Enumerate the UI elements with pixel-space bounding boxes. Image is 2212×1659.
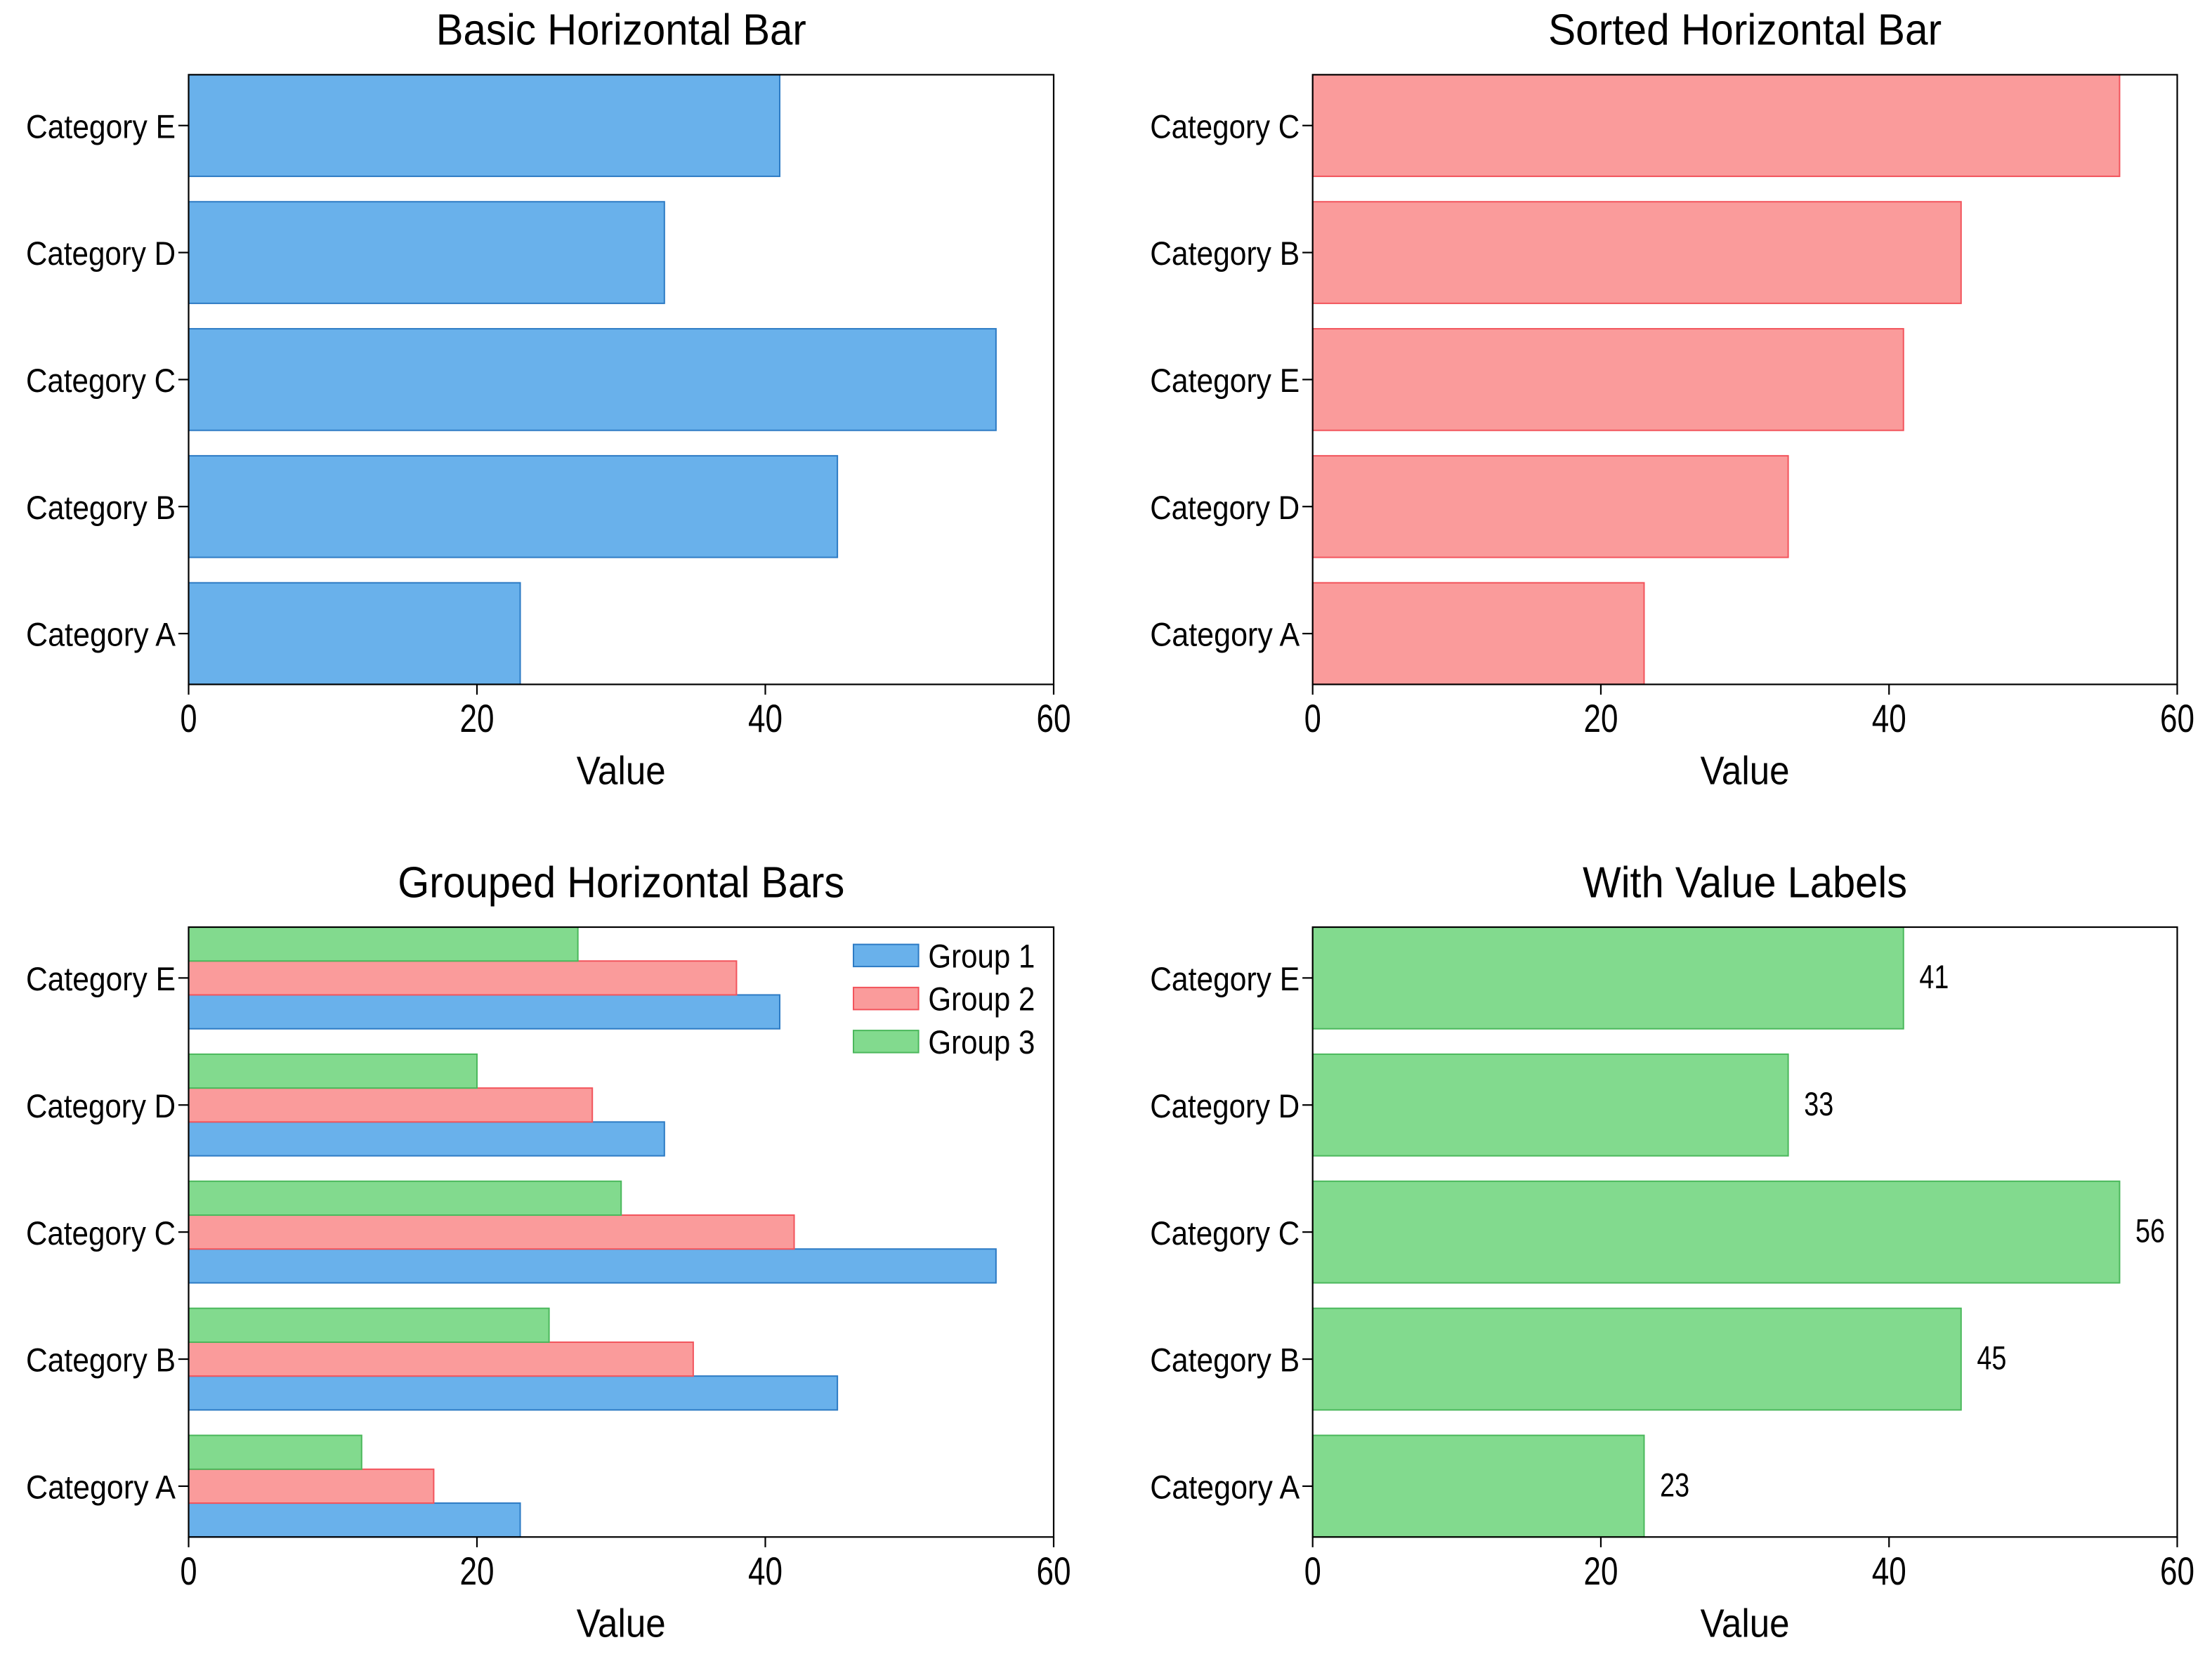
svg-text:23: 23 (1660, 1466, 1689, 1503)
svg-text:Group 1: Group 1 (928, 937, 1035, 974)
svg-text:33: 33 (1804, 1085, 1833, 1122)
svg-text:Group 3: Group 3 (928, 1023, 1035, 1061)
svg-text:20: 20 (460, 696, 495, 740)
svg-text:Category A: Category A (1150, 1469, 1300, 1506)
svg-text:Value: Value (1701, 748, 1790, 793)
svg-text:40: 40 (748, 1549, 783, 1593)
svg-text:60: 60 (2160, 696, 2194, 740)
svg-text:0: 0 (1304, 696, 1321, 740)
svg-text:Category E: Category E (1150, 960, 1300, 997)
svg-text:60: 60 (2160, 1549, 2194, 1593)
svg-text:Value: Value (1701, 1601, 1790, 1646)
svg-text:40: 40 (748, 696, 783, 740)
svg-text:0: 0 (181, 1549, 197, 1593)
svg-text:Category D: Category D (26, 235, 176, 272)
svg-text:40: 40 (1872, 1549, 1906, 1593)
svg-text:40: 40 (1872, 696, 1906, 740)
svg-text:Category E: Category E (26, 960, 176, 997)
svg-text:Value: Value (577, 1601, 666, 1646)
svg-text:45: 45 (1977, 1339, 2006, 1377)
svg-text:Category E: Category E (26, 107, 176, 145)
svg-text:Category C: Category C (1150, 1214, 1300, 1252)
svg-text:Value: Value (577, 748, 666, 793)
svg-text:Group 2: Group 2 (928, 981, 1035, 1018)
svg-text:Sorted Horizontal Bar: Sorted Horizontal Bar (1548, 6, 1942, 54)
svg-text:Category E: Category E (1150, 362, 1300, 399)
svg-text:Grouped Horizontal Bars: Grouped Horizontal Bars (398, 859, 844, 907)
svg-text:20: 20 (1583, 1549, 1618, 1593)
svg-text:Category A: Category A (26, 1469, 176, 1506)
svg-text:Category C: Category C (26, 1214, 176, 1252)
svg-text:20: 20 (460, 1549, 495, 1593)
svg-text:0: 0 (181, 696, 197, 740)
svg-text:Category B: Category B (1150, 1342, 1300, 1379)
svg-text:Category B: Category B (1150, 235, 1300, 272)
svg-text:Category C: Category C (1150, 107, 1300, 145)
svg-text:60: 60 (1037, 696, 1071, 740)
svg-text:Category B: Category B (26, 1342, 176, 1379)
svg-text:0: 0 (1304, 1549, 1321, 1593)
svg-text:Category A: Category A (1150, 616, 1300, 653)
svg-text:Basic Horizontal Bar: Basic Horizontal Bar (436, 6, 806, 54)
svg-text:60: 60 (1037, 1549, 1071, 1593)
svg-text:20: 20 (1583, 696, 1618, 740)
svg-text:Category D: Category D (26, 1087, 176, 1124)
svg-text:Category A: Category A (26, 616, 176, 653)
svg-text:Category D: Category D (1150, 489, 1300, 526)
svg-text:41: 41 (1919, 958, 1949, 995)
svg-text:56: 56 (2135, 1212, 2165, 1250)
svg-text:With Value Labels: With Value Labels (1583, 859, 1907, 907)
svg-text:Category C: Category C (26, 362, 176, 399)
svg-text:Category B: Category B (26, 489, 176, 526)
svg-text:Category D: Category D (1150, 1087, 1300, 1124)
